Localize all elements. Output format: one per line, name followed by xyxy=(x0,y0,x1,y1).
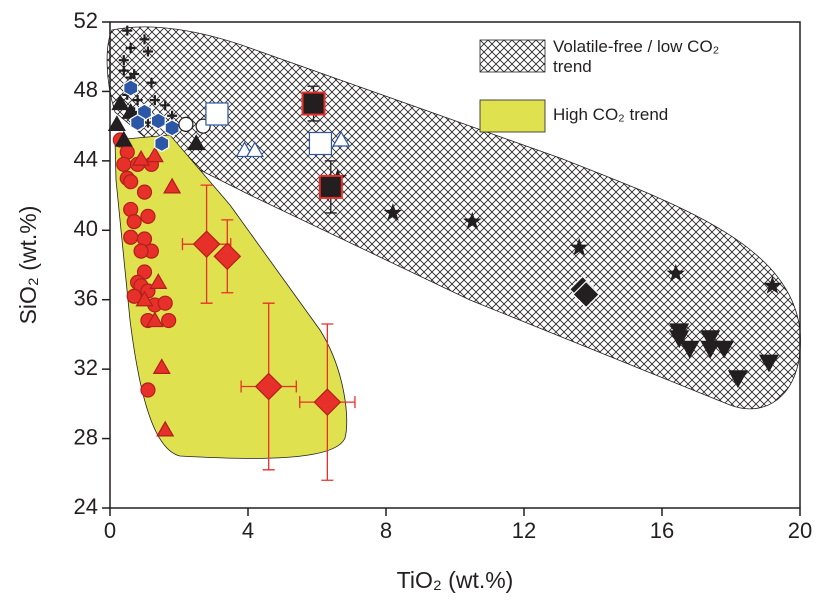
y-tick-label: 48 xyxy=(74,77,98,102)
point xyxy=(383,203,403,221)
point xyxy=(163,177,182,194)
point xyxy=(146,77,157,88)
point xyxy=(318,174,343,199)
legend-entry: Volatile-free / low CO₂ trend xyxy=(553,37,720,76)
point xyxy=(150,112,166,130)
y-tick-label: 32 xyxy=(74,355,98,380)
point xyxy=(136,264,153,280)
point xyxy=(130,113,146,132)
x-axis-title: TiO₂ (wt.%) xyxy=(397,567,514,593)
point xyxy=(254,372,283,401)
x-tick-label: 12 xyxy=(512,518,536,543)
x-tick-label: 4 xyxy=(242,518,254,543)
point xyxy=(125,43,136,54)
low-co2-region xyxy=(106,26,801,410)
point xyxy=(123,174,139,190)
point xyxy=(192,230,221,259)
point xyxy=(142,46,153,57)
point xyxy=(758,354,779,373)
x-tick-label: 16 xyxy=(650,518,674,543)
point xyxy=(178,116,194,133)
point xyxy=(245,141,264,158)
legend-entry: High CO₂ trend xyxy=(553,105,669,124)
plot-frame xyxy=(109,21,801,509)
point xyxy=(669,330,690,349)
y-tick-label: 24 xyxy=(74,494,98,519)
point xyxy=(156,420,175,437)
point xyxy=(700,340,721,359)
point xyxy=(679,340,700,359)
point xyxy=(118,65,129,76)
point xyxy=(149,273,168,289)
point xyxy=(569,237,589,256)
point xyxy=(132,95,143,106)
point xyxy=(145,311,164,328)
point xyxy=(213,242,242,271)
point xyxy=(118,55,129,66)
point xyxy=(187,134,206,151)
high-co2-region xyxy=(114,134,348,459)
y-tick-label: 36 xyxy=(74,286,98,311)
point xyxy=(462,211,482,230)
point xyxy=(114,130,133,147)
point xyxy=(700,330,721,349)
point xyxy=(149,95,160,106)
point xyxy=(133,243,149,259)
point xyxy=(132,149,151,166)
y-tick-label: 40 xyxy=(74,216,98,241)
y-tick-label: 52 xyxy=(74,8,98,33)
point xyxy=(154,134,170,153)
x-tick-label: 0 xyxy=(104,518,116,543)
point xyxy=(308,131,333,156)
point xyxy=(167,110,178,121)
point xyxy=(714,340,735,359)
point xyxy=(666,263,686,282)
point xyxy=(107,115,126,132)
point xyxy=(140,382,156,398)
y-axis-title: SiO₂ (wt.%) xyxy=(15,206,41,325)
y-tick-label: 44 xyxy=(74,147,98,172)
x-tick-label: 8 xyxy=(380,518,392,543)
y-tick-label: 28 xyxy=(74,424,98,449)
point xyxy=(139,34,150,45)
point xyxy=(572,280,600,309)
point xyxy=(145,146,164,163)
point xyxy=(123,229,139,245)
point xyxy=(160,100,171,111)
point xyxy=(111,94,130,111)
point xyxy=(123,79,139,97)
point xyxy=(164,119,180,137)
legend-hatch-patch xyxy=(479,39,546,73)
point xyxy=(332,130,351,147)
point xyxy=(126,214,142,230)
point xyxy=(313,388,342,416)
point xyxy=(140,208,156,224)
point xyxy=(122,25,133,36)
point xyxy=(135,290,154,307)
point xyxy=(205,102,229,126)
x-tick-label: 20 xyxy=(788,518,812,543)
point xyxy=(126,288,142,304)
point xyxy=(152,358,171,375)
point xyxy=(763,276,782,294)
point xyxy=(157,295,173,311)
legend-yellow-patch xyxy=(479,99,546,133)
point xyxy=(727,370,748,389)
point xyxy=(161,312,177,329)
point xyxy=(116,156,132,172)
point xyxy=(301,91,326,116)
point xyxy=(136,184,153,200)
